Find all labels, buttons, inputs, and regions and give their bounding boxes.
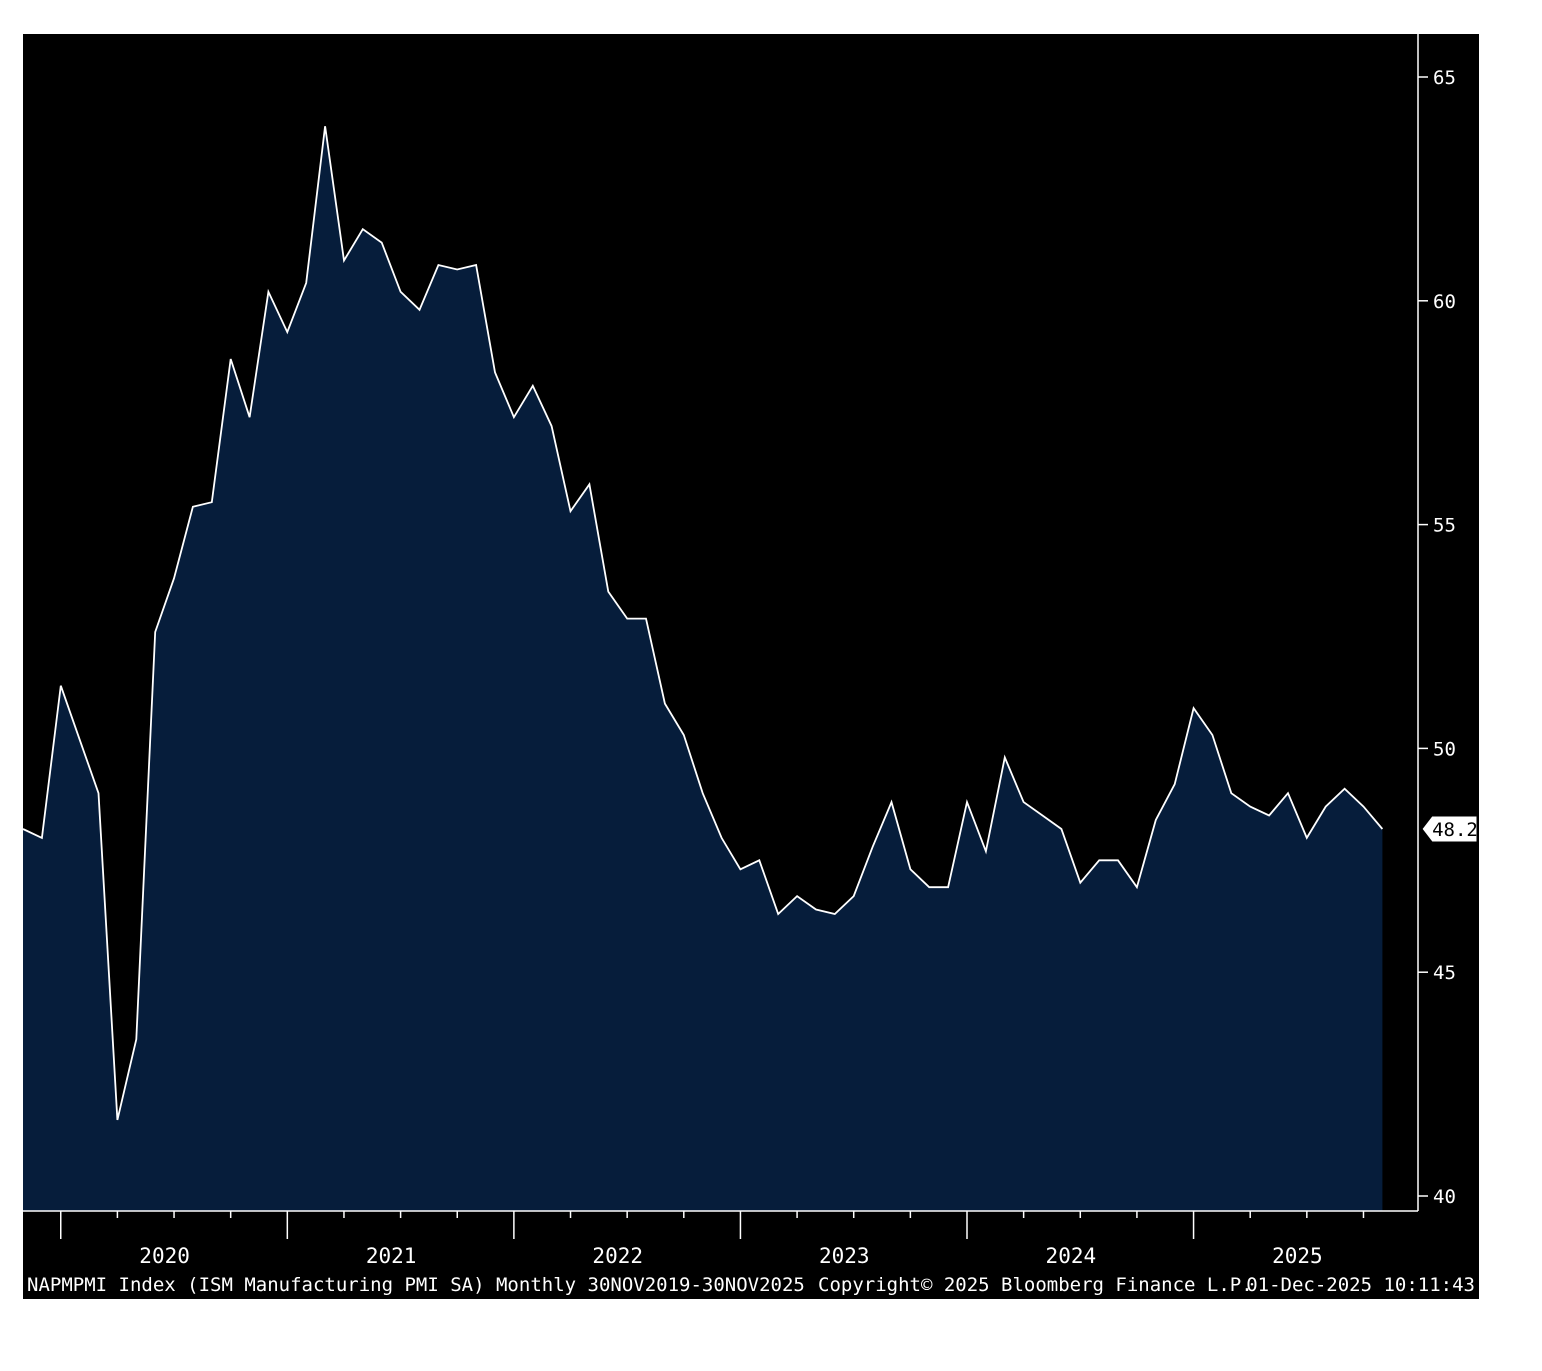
x-year-label: 2021 bbox=[366, 1244, 417, 1268]
x-year-label: 2024 bbox=[1046, 1244, 1097, 1268]
last-value-label: 48.2 bbox=[1432, 819, 1478, 841]
x-year-label: 2023 bbox=[819, 1244, 870, 1268]
last-value-marker: 48.2 bbox=[1422, 816, 1478, 842]
y-tick-label: 45 bbox=[1433, 962, 1456, 984]
footer: NAPMPMI Index (ISM Manufacturing PMI SA)… bbox=[27, 1274, 1475, 1296]
y-tick-label: 40 bbox=[1433, 1186, 1456, 1208]
footer-copyright: Copyright© 2025 Bloomberg Finance L.P. bbox=[818, 1274, 1253, 1296]
y-tick-label: 50 bbox=[1433, 738, 1456, 760]
x-year-label: 2020 bbox=[139, 1244, 190, 1268]
y-tick-label: 60 bbox=[1433, 291, 1456, 313]
footer-ticker-info: NAPMPMI Index (ISM Manufacturing PMI SA)… bbox=[27, 1274, 805, 1296]
y-tick-label: 55 bbox=[1433, 515, 1456, 537]
footer-timestamp: 01-Dec-2025 10:11:43 bbox=[1246, 1274, 1475, 1296]
y-tick-label: 65 bbox=[1433, 67, 1456, 89]
x-year-label: 2022 bbox=[592, 1244, 643, 1268]
x-year-label: 2025 bbox=[1272, 1244, 1323, 1268]
